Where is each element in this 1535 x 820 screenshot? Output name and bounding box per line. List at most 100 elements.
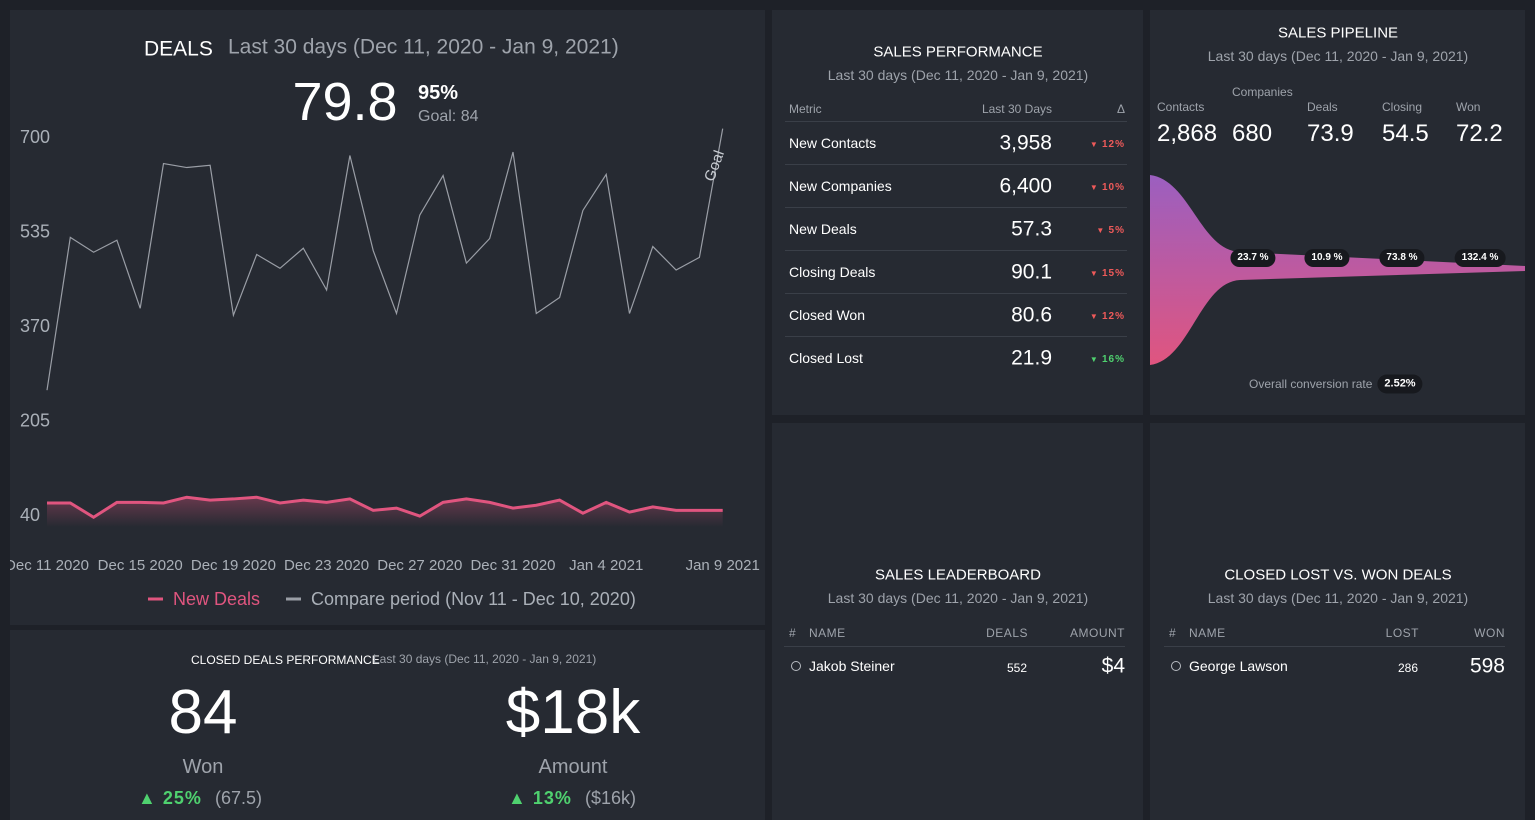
x-tick-label: Dec 11 2020 xyxy=(10,557,89,574)
panel-title: SALES LEADERBOARD xyxy=(875,566,1041,584)
x-tick-label: Dec 31 2020 xyxy=(470,557,555,574)
panel-title: SALES PERFORMANCE xyxy=(873,43,1043,61)
medal-icon xyxy=(791,661,801,671)
stage-label: Companies xyxy=(1232,85,1293,99)
metric-change: 10% xyxy=(1090,183,1125,193)
panel-period: Last 30 days (Dec 11, 2020 - Jan 9, 2021… xyxy=(827,67,1089,83)
legend-label: Compare period (Nov 11 - Dec 10, 2020) xyxy=(311,589,636,609)
column-header: AMOUNT xyxy=(1070,626,1125,640)
metric-change: 15% xyxy=(1090,269,1125,279)
kpi-value: $18k xyxy=(505,678,641,747)
metric-name: Closed Won xyxy=(789,307,866,323)
series-line xyxy=(47,495,723,520)
stage-label: Closing xyxy=(1382,100,1423,114)
stage-label: Deals xyxy=(1307,100,1338,114)
kpi-previous: ($16k) xyxy=(585,788,637,808)
metric-change: 5% xyxy=(1096,226,1125,236)
panel-period: Last 30 days (Dec 11, 2020 - Jan 9, 2021… xyxy=(1207,590,1469,606)
column-header: NAME xyxy=(809,626,846,640)
stage-label: Contacts xyxy=(1157,100,1205,114)
column-header: WON xyxy=(1474,626,1505,640)
closed-deals-panel xyxy=(10,630,765,820)
panel-title: CLOSED LOST VS. WON DEALS xyxy=(1224,566,1452,584)
column-header: Δ xyxy=(1116,102,1125,116)
x-tick-label: Dec 19 2020 xyxy=(191,557,276,574)
y-tick-label: 700 xyxy=(20,127,50,147)
panel-title: CLOSED DEALS PERFORMANCE xyxy=(191,653,380,667)
deals-goal: Goal: 84 xyxy=(418,108,479,125)
metric-value: 57.3 xyxy=(1011,217,1052,241)
overall-label: Overall conversion rate xyxy=(1249,377,1373,391)
metric-value: 6,400 xyxy=(999,174,1052,198)
row-separator xyxy=(785,250,1127,251)
stage-value: 680 xyxy=(1232,120,1273,147)
medal-icon xyxy=(1171,661,1181,671)
goal-label: Goal xyxy=(701,148,728,184)
deals-percent: 95% xyxy=(418,82,459,104)
metric-value: 80.6 xyxy=(1011,303,1052,327)
x-tick-label: Dec 15 2020 xyxy=(98,557,183,574)
column-header: Last 30 Days xyxy=(981,102,1052,116)
series-line xyxy=(46,128,724,391)
deals-chart: 700 535 370 205 40 Dec 11 2020 Dec 15 2020 Dec … xyxy=(10,127,760,609)
deals-title: DEALS xyxy=(144,37,213,61)
kpi-change: 13% xyxy=(508,789,572,807)
person-name: George Lawson xyxy=(1189,658,1288,674)
row-separator xyxy=(785,336,1127,337)
row-separator xyxy=(1164,646,1505,647)
metric-change: 16% xyxy=(1090,355,1125,365)
metric-name: New Companies xyxy=(789,178,892,194)
metric-value: 3,958 xyxy=(999,131,1052,155)
row-separator xyxy=(785,121,1127,122)
column-header: # xyxy=(1169,626,1177,640)
x-tick-label: Jan 9 2021 xyxy=(686,557,760,574)
column-header: Metric xyxy=(789,102,822,116)
metric-name: New Contacts xyxy=(789,135,877,151)
cell-value: 598 xyxy=(1469,654,1505,678)
deals-period: Last 30 days (Dec 11, 2020 - Jan 9, 2021… xyxy=(228,35,619,59)
conversion-rate: 73.8 % xyxy=(1379,249,1425,267)
metric-name: Closed Lost xyxy=(789,350,863,366)
sales-performance-panel xyxy=(772,10,1143,415)
panel-period: Last 30 days (Dec 11, 2020 - Jan 9, 2021… xyxy=(373,652,597,666)
conversion-rate: 10.9 % xyxy=(1304,249,1350,267)
cell-value: $4 xyxy=(1101,654,1125,678)
panel-title: SALES PIPELINE xyxy=(1277,24,1399,42)
metric-name: Closing Deals xyxy=(789,264,876,280)
row-separator xyxy=(785,293,1127,294)
cell-value: 286 xyxy=(1397,661,1418,675)
kpi-change: 25% xyxy=(138,789,202,807)
column-header: NAME xyxy=(1189,626,1226,640)
metric-change: 12% xyxy=(1090,312,1125,322)
kpi-label: Won xyxy=(182,756,224,778)
stage-value: 73.9 xyxy=(1307,120,1354,147)
x-tick-label: Dec 27 2020 xyxy=(377,557,462,574)
lost-won-panel xyxy=(1150,423,1525,820)
legend-label: New Deals xyxy=(173,589,260,609)
metric-name: New Deals xyxy=(789,221,857,237)
kpi-value: 84 xyxy=(168,678,238,747)
y-tick-label: 535 xyxy=(20,222,50,242)
person-name: Jakob Steiner xyxy=(809,658,895,674)
row-separator xyxy=(785,164,1127,165)
x-tick-label: Jan 4 2021 xyxy=(569,557,643,574)
deals-value: 79.8 xyxy=(292,72,398,132)
metric-value: 21.9 xyxy=(1011,346,1052,370)
column-header: # xyxy=(789,626,797,640)
row-separator xyxy=(784,646,1125,647)
conversion-rate: 23.7 % xyxy=(1230,249,1276,267)
kpi-label: Amount xyxy=(538,756,608,778)
series-area xyxy=(47,497,723,527)
overall-value: 2.52% xyxy=(1377,374,1423,394)
kpi-previous: (67.5) xyxy=(215,788,263,808)
panel-period: Last 30 days (Dec 11, 2020 - Jan 9, 2021… xyxy=(827,590,1089,606)
funnel-shape xyxy=(1150,175,1525,365)
y-tick-label: 40 xyxy=(20,505,40,525)
pipeline-funnel xyxy=(1150,175,1525,365)
stage-value: 2,868 xyxy=(1157,120,1218,147)
row-separator xyxy=(785,207,1127,208)
metric-change: 12% xyxy=(1090,140,1125,150)
stage-label: Won xyxy=(1456,100,1481,114)
stage-value: 54.5 xyxy=(1382,120,1429,147)
